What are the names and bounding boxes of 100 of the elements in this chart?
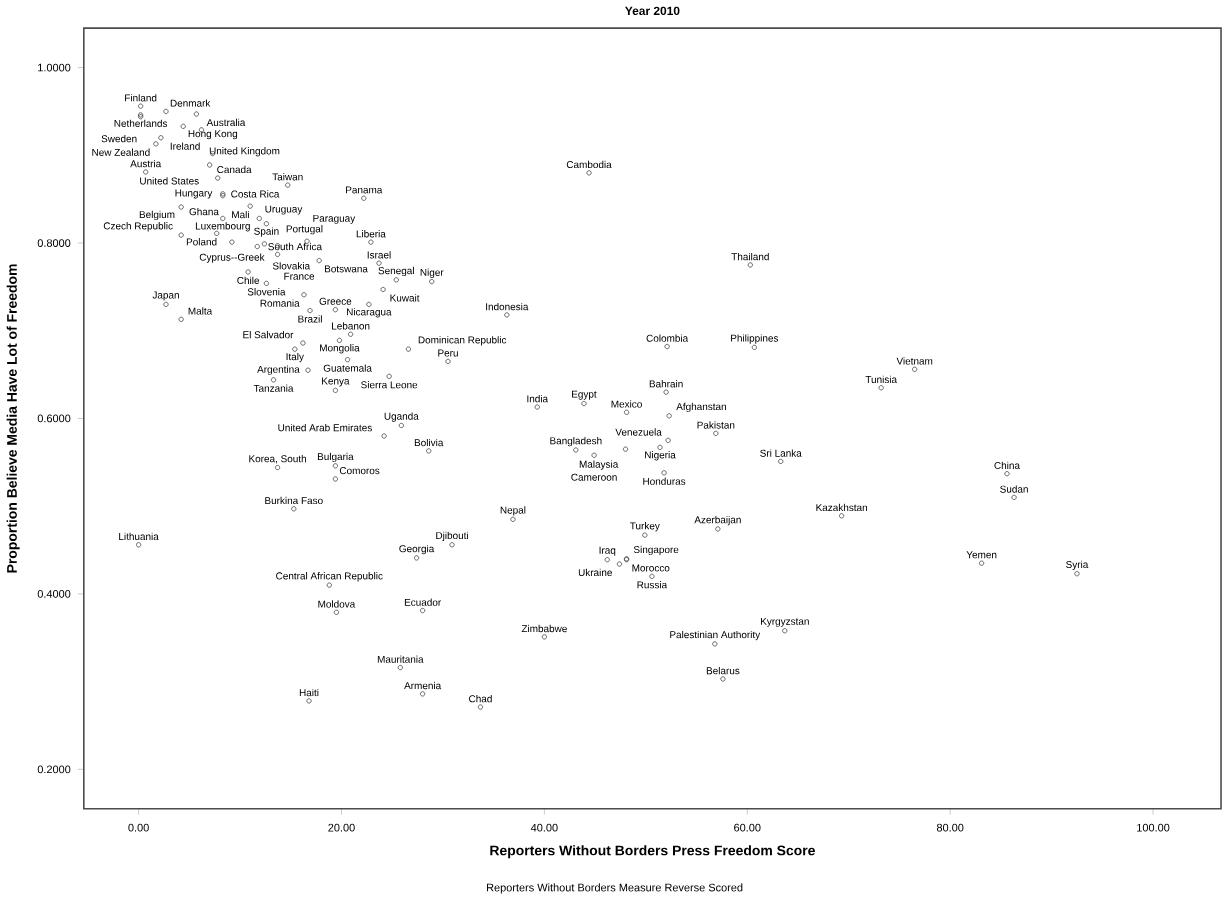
annotation: Tunisia [865, 375, 898, 383]
annotation: New Zealand [92, 148, 150, 156]
x-tick-label: 100.00 [1137, 823, 1170, 832]
x-tick-label: 80.00 [936, 823, 964, 832]
annotation: Dominican Republic [418, 335, 507, 346]
annotation: Botswana [325, 265, 368, 273]
annotation: Uganda [384, 412, 419, 422]
annotation: Costa Rica [231, 190, 280, 198]
annotation: Kyrgyzstan [760, 617, 809, 627]
annotation: Mauritania [377, 655, 424, 663]
annotation: Thailand [731, 252, 769, 261]
y-tick-label: 0.4000 [37, 589, 71, 598]
annotation: Armenia [404, 681, 442, 689]
annotation: Portugal [286, 224, 323, 235]
annotation: Slovakia [272, 261, 311, 270]
annotation: Panama [346, 186, 383, 194]
annotation: Luxembourg [195, 221, 250, 232]
annotation: Bahrain [649, 379, 683, 388]
annotation: Australia [206, 118, 246, 126]
annotation: South Africa [268, 242, 323, 250]
annotation: Liberia [356, 229, 386, 238]
annotation: Pakistan [697, 421, 735, 429]
annotation: Sweden [101, 134, 137, 143]
annotation: Ireland [170, 142, 200, 150]
y-tick-label: 1.0000 [38, 63, 71, 72]
y-axis-title: Proportion Believe Media Have Lot of Freedom [6, 264, 20, 573]
annotation: Moldova [318, 600, 356, 608]
annotation: Singapore [633, 545, 679, 555]
annotation: Georgia [399, 544, 435, 554]
annotation: Kazakhstan [816, 503, 867, 511]
annotation: Japan [152, 291, 179, 301]
annotation: Niger [420, 268, 444, 278]
x-tick-label: 40.00 [530, 823, 558, 832]
annotation: Malaysia [579, 460, 619, 470]
annotation: Israel [367, 250, 391, 259]
y-tick-label: 0.6000 [37, 414, 71, 423]
annotation: Venezuela [615, 428, 662, 436]
annotation: Iraq [599, 546, 616, 556]
annotation: United Arab Emirates [278, 423, 372, 432]
annotation: Azerbaijan [694, 515, 741, 526]
annotation: Palestinian Authority [670, 630, 761, 640]
annotation: Belgium [139, 210, 175, 220]
annotation: Netherlands [114, 119, 168, 127]
annotation: Russia [637, 580, 668, 589]
annotation: Senegal [378, 266, 414, 276]
annotation: Afghanstan [676, 402, 726, 412]
text: Reporters Without Borders Measure Reverse Scored [487, 883, 743, 894]
annotation: El Salvador [243, 330, 294, 339]
annotation: Malta [188, 307, 213, 315]
annotation: Paraguay [313, 214, 356, 224]
annotation: Uruguay [265, 205, 303, 215]
annotation: Hong Kong [188, 130, 238, 139]
annotation: Tanzania [253, 384, 294, 392]
annotation: Mongolia [320, 343, 360, 354]
annotation: Cameroon [571, 473, 617, 481]
annotation: India [527, 394, 549, 403]
annotation: Yemen [966, 551, 997, 559]
annotation: Guatemala [323, 364, 372, 372]
annotation: Ukraine [578, 568, 612, 576]
annotation: Vietnam [896, 357, 933, 365]
annotation: Colombia [646, 334, 689, 342]
annotation: Austria [130, 159, 162, 168]
annotation: Argentina [257, 365, 300, 375]
annotation: Czech Republic [103, 221, 173, 232]
chart-title: Year 2010 [625, 6, 680, 15]
annotation: Kenya [322, 377, 350, 387]
annotation: Haiti [299, 688, 319, 696]
annotation: Belarus [706, 666, 740, 675]
annotation: Bulgaria [317, 452, 354, 462]
annotation: Sri Lanka [760, 449, 802, 457]
annotation: United Kingdom [209, 146, 280, 157]
annotation: Burkina Faso [265, 496, 323, 504]
annotation: Mexico [611, 400, 642, 408]
x-axis-title: Reporters Without Borders Press Freedom Score [490, 844, 815, 858]
annotation: Spain [254, 227, 279, 237]
annotation: Hungary [175, 189, 213, 199]
annotation: Zimbabwe [521, 624, 567, 632]
annotation: Ghana [189, 207, 219, 216]
y-tick-label: 0.8000 [37, 238, 71, 247]
y-tick-label: 0.2000 [37, 765, 71, 773]
annotation: Romania [260, 299, 300, 307]
x-tick-label: 0.00 [128, 823, 149, 832]
annotation: Central African Republic [276, 571, 383, 582]
annotation: United States [140, 177, 199, 185]
annotation: Bolivia [414, 438, 444, 446]
annotation: Chile [237, 276, 260, 284]
annotation: Denmark [170, 99, 211, 107]
annotation: Djibouti [436, 531, 468, 541]
annotation: Egypt [572, 390, 597, 400]
x-tick-label: 60.00 [734, 823, 761, 832]
annotation: Finland [125, 93, 157, 102]
annotation: Lebanon [332, 322, 370, 330]
x-tick-label: 20.00 [328, 823, 355, 832]
annotation: Comoros [339, 466, 380, 474]
annotation: Honduras [643, 477, 686, 485]
annotation: Korea, South [249, 454, 306, 464]
annotation: Bangladesh [550, 436, 602, 447]
annotation: Mali [232, 210, 249, 218]
annotation: Ecuador [404, 598, 442, 606]
annotation: Indonesia [486, 302, 529, 311]
